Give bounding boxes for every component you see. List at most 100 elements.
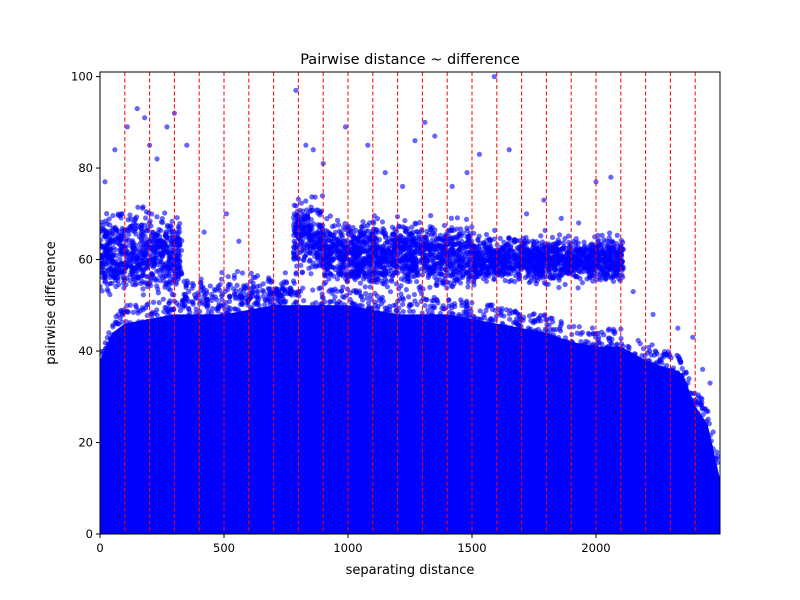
data-point [304,207,310,213]
data-point [412,239,418,245]
data-point [183,282,190,289]
data-point [129,238,136,244]
data-point [316,223,322,229]
x-tick-label: 500 [213,541,235,555]
data-point [155,290,161,296]
data-point [506,329,512,335]
data-point [642,357,648,363]
data-point [357,280,364,286]
data-point [328,249,334,255]
outlier-point [707,380,713,386]
data-point [332,294,338,300]
data-point [154,319,160,325]
data-point [347,263,354,269]
data-point [352,301,358,307]
data-point [398,258,404,264]
data-point [180,304,186,310]
data-point [300,208,306,214]
data-point [505,255,511,261]
data-point [127,302,133,308]
data-point [254,283,260,290]
data-point [242,311,248,317]
data-point [413,221,419,227]
data-point [266,286,272,293]
data-point [429,237,436,243]
data-point [404,251,411,257]
data-point [603,344,609,350]
data-point [350,253,356,259]
outlier-point [142,115,148,121]
data-point [536,269,542,275]
data-point [452,275,459,282]
data-point [614,232,620,238]
data-point [115,269,121,276]
data-point [393,281,400,287]
data-point [432,274,438,280]
data-point [135,307,141,313]
data-point [485,302,491,308]
data-point [174,215,180,221]
data-point [160,296,166,302]
data-point [581,239,587,245]
data-point [401,277,407,283]
data-point [168,224,174,230]
data-point [381,227,387,233]
data-point [382,233,389,239]
data-point [359,224,365,231]
data-point [663,351,669,357]
outlier-point [523,211,530,217]
data-point [466,272,473,278]
data-point [366,254,373,260]
data-point [130,309,136,315]
data-point [496,259,502,265]
data-point [391,312,397,318]
data-point [167,265,173,271]
data-point [599,241,605,247]
data-point [143,227,150,233]
data-point [525,273,531,279]
data-point [606,253,612,259]
data-point [184,295,190,302]
data-point [209,305,216,312]
data-point [586,275,593,281]
data-point [283,307,289,313]
data-point [472,261,478,267]
data-point [454,236,460,242]
data-point [639,353,645,359]
data-point [384,254,391,260]
data-point [157,272,163,279]
data-point [618,335,624,342]
data-point [653,349,659,355]
data-point [375,310,381,316]
data-point [411,260,417,266]
data-point [321,254,328,260]
data-point [430,270,436,276]
data-point [104,334,110,341]
data-point [552,271,559,277]
data-point [461,258,467,265]
data-point [231,275,237,281]
data-point [313,300,319,306]
data-point [347,271,353,277]
data-point [396,286,402,292]
data-point [154,283,160,289]
data-point [596,340,603,346]
data-point [687,390,693,396]
data-point [422,302,428,309]
data-point [700,411,706,418]
data-point [400,237,406,243]
data-point [186,305,192,312]
data-point [324,257,330,264]
data-point [124,328,130,334]
data-point [282,270,288,276]
data-point [457,246,463,252]
data-point [273,286,280,292]
data-point [128,223,134,229]
data-point [293,225,299,231]
data-point [322,242,329,248]
data-point [218,276,225,282]
data-point [544,327,550,333]
data-point [347,296,353,303]
